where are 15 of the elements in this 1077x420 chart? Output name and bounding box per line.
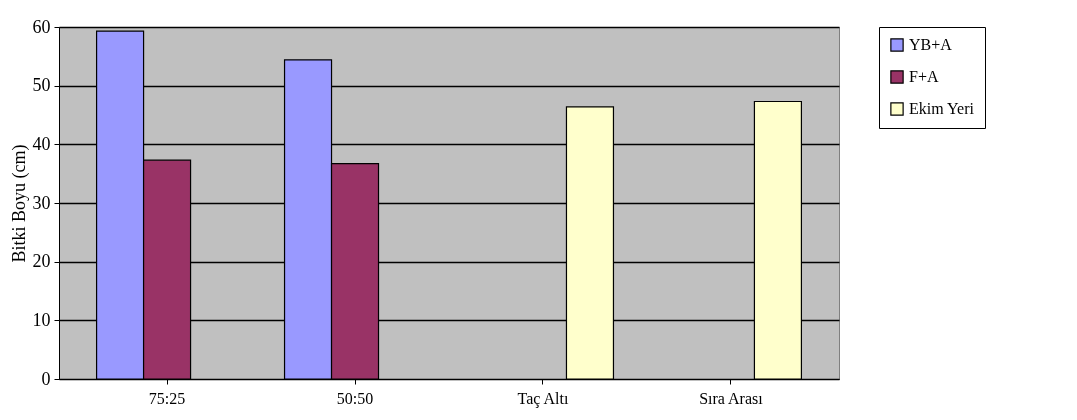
- legend-label: F+A: [909, 68, 939, 85]
- x-tick-label: 50:50: [336, 389, 374, 407]
- x-tick-label: Taç Altı: [517, 389, 569, 408]
- y-tick-label: 20: [32, 251, 51, 272]
- legend-label: YB+A: [909, 36, 953, 53]
- x-tick-label: Sıra Arası: [699, 389, 764, 407]
- y-tick-label: 60: [32, 16, 51, 37]
- y-tick-label: 30: [32, 192, 51, 213]
- y-tick-label: 0: [41, 368, 51, 389]
- y-axis-title: Bitki Boyu (cm): [8, 144, 30, 263]
- y-tick-label: 40: [32, 133, 51, 154]
- y-tick-label: 50: [32, 75, 51, 96]
- x-tick-label: 75:25: [148, 389, 186, 407]
- legend-label: Ekim Yeri: [909, 100, 975, 117]
- y-tick-label: 10: [32, 309, 51, 330]
